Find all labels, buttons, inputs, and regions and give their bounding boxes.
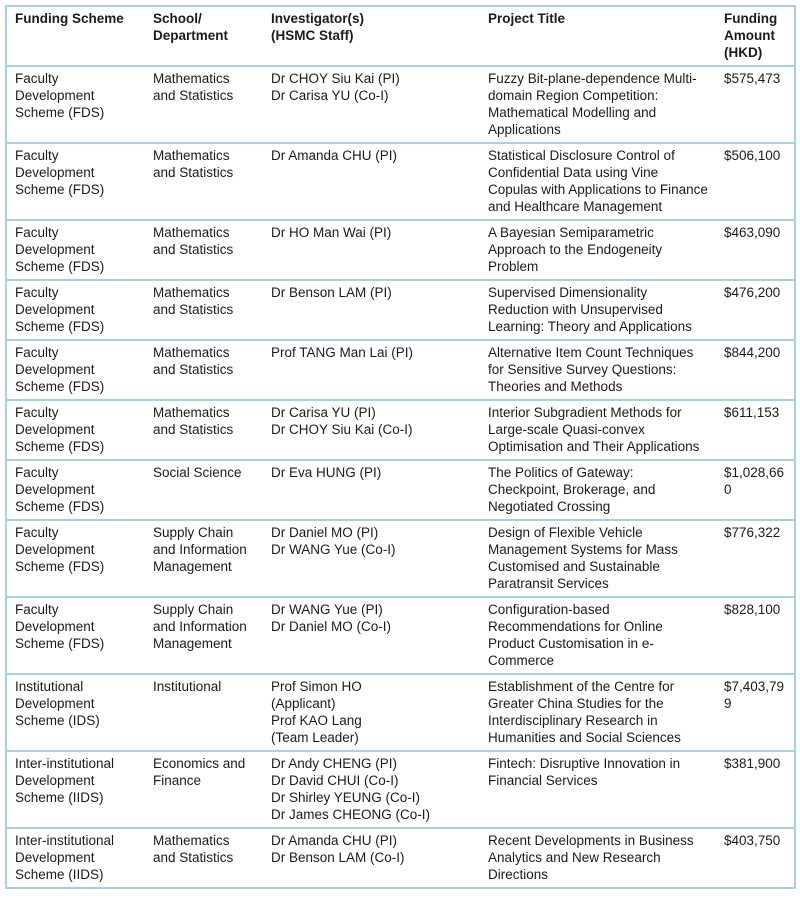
cell-project-title: Statistical Disclosure Control of Confid… [480, 142, 716, 221]
cell-school-department: Mathematics and Statistics [145, 279, 263, 341]
table-row: Faculty Development Scheme (FDS) Mathemat… [6, 339, 795, 401]
column-header-funding-scheme: Funding Scheme [6, 5, 145, 67]
cell-funding-amount: $611,153 [716, 399, 795, 461]
cell-project-title: Interior Subgradient Methods for Large-s… [480, 399, 716, 461]
document-page: Funding Scheme School/ Department Investig… [5, 5, 796, 889]
cell-funding-scheme: Inter-institutional Development Scheme (… [6, 750, 145, 829]
cell-funding-amount: $463,090 [716, 219, 795, 281]
cell-funding-amount: $7,403,799 [716, 673, 795, 752]
cell-project-title: Design of Flexible Vehicle Management Sy… [480, 519, 716, 598]
cell-project-title: Fuzzy Bit-plane-dependence Multi-domain … [480, 65, 716, 144]
cell-project-title: A Bayesian Semiparametric Approach to th… [480, 219, 716, 281]
cell-funding-amount: $381,900 [716, 750, 795, 829]
cell-investigators: Dr Eva HUNG (PI) [263, 459, 480, 521]
table-row: Inter-institutional Development Scheme (… [6, 827, 795, 889]
table-row: Faculty Development Scheme (FDS) Supply C… [6, 519, 795, 598]
cell-investigators: Prof Simon HO (Applicant) Prof KAO Lang … [263, 673, 480, 752]
table-row: Faculty Development Scheme (FDS) Mathemat… [6, 219, 795, 281]
cell-school-department: Mathematics and Statistics [145, 219, 263, 281]
cell-funding-scheme: Faculty Development Scheme (FDS) [6, 399, 145, 461]
cell-project-title: Configuration-based Recommendations for … [480, 596, 716, 675]
table-row: Inter-institutional Development Scheme (… [6, 750, 795, 829]
cell-investigators: Dr Benson LAM (PI) [263, 279, 480, 341]
cell-funding-amount: $506,100 [716, 142, 795, 221]
cell-school-department: Mathematics and Statistics [145, 339, 263, 401]
cell-funding-scheme: Faculty Development Scheme (FDS) [6, 142, 145, 221]
cell-funding-scheme: Faculty Development Scheme (FDS) [6, 519, 145, 598]
cell-funding-scheme: Faculty Development Scheme (FDS) [6, 279, 145, 341]
cell-investigators: Dr CHOY Siu Kai (PI) Dr Carisa YU (Co-I) [263, 65, 480, 144]
cell-investigators: Dr Amanda CHU (PI) Dr Benson LAM (Co-I) [263, 827, 480, 889]
cell-school-department: Mathematics and Statistics [145, 399, 263, 461]
cell-investigators: Prof TANG Man Lai (PI) [263, 339, 480, 401]
table-row: Faculty Development Scheme (FDS) Mathemat… [6, 142, 795, 221]
cell-investigators: Dr HO Man Wai (PI) [263, 219, 480, 281]
cell-funding-amount: $844,200 [716, 339, 795, 401]
cell-funding-scheme: Faculty Development Scheme (FDS) [6, 459, 145, 521]
cell-funding-scheme: Faculty Development Scheme (FDS) [6, 339, 145, 401]
cell-school-department: Social Science [145, 459, 263, 521]
cell-project-title: Alternative Item Count Techniques for Se… [480, 339, 716, 401]
column-header-school-department: School/ Department [145, 5, 263, 67]
cell-funding-amount: $828,100 [716, 596, 795, 675]
cell-school-department: Mathematics and Statistics [145, 827, 263, 889]
cell-school-department: Supply Chain and Information Management [145, 596, 263, 675]
cell-project-title: Establishment of the Centre for Greater … [480, 673, 716, 752]
cell-funding-scheme: Faculty Development Scheme (FDS) [6, 219, 145, 281]
column-header-project-title: Project Title [480, 5, 716, 67]
cell-funding-amount: $776,322 [716, 519, 795, 598]
cell-funding-scheme: Institutional Development Scheme (IDS) [6, 673, 145, 752]
table-row: Faculty Development Scheme (FDS) Mathemat… [6, 279, 795, 341]
cell-school-department: Mathematics and Statistics [145, 142, 263, 221]
table-row: Faculty Development Scheme (FDS) Mathemat… [6, 399, 795, 461]
table-row: Faculty Development Scheme (FDS) Social S… [6, 459, 795, 521]
cell-school-department: Economics and Finance [145, 750, 263, 829]
cell-investigators: Dr Andy CHENG (PI) Dr David CHUI (Co-I) … [263, 750, 480, 829]
table-row: Faculty Development Scheme (FDS) Supply C… [6, 596, 795, 675]
cell-investigators: Dr Carisa YU (PI) Dr CHOY Siu Kai (Co-I) [263, 399, 480, 461]
cell-investigators: Dr WANG Yue (PI) Dr Daniel MO (Co-I) [263, 596, 480, 675]
cell-funding-scheme: Faculty Development Scheme (FDS) [6, 596, 145, 675]
funding-projects-table: Funding Scheme School/ Department Investig… [5, 5, 796, 889]
header-row: Funding Scheme School/ Department Investig… [6, 5, 795, 67]
cell-funding-amount: $403,750 [716, 827, 795, 889]
column-header-funding-amount: Funding Amount (HKD) [716, 5, 795, 67]
table-body: Faculty Development Scheme (FDS) Mathemat… [6, 65, 795, 889]
cell-funding-amount: $476,200 [716, 279, 795, 341]
table-header: Funding Scheme School/ Department Investig… [6, 5, 795, 67]
cell-funding-scheme: Inter-institutional Development Scheme (… [6, 827, 145, 889]
cell-school-department: Institutional [145, 673, 263, 752]
cell-investigators: Dr Amanda CHU (PI) [263, 142, 480, 221]
cell-project-title: Fintech: Disruptive Innovation in Financ… [480, 750, 716, 829]
column-header-investigators: Investigator(s) (HSMC Staff) [263, 5, 480, 67]
cell-project-title: Supervised Dimensionality Reduction with… [480, 279, 716, 341]
cell-funding-amount: $575,473 [716, 65, 795, 144]
cell-investigators: Dr Daniel MO (PI) Dr WANG Yue (Co-I) [263, 519, 480, 598]
cell-school-department: Supply Chain and Information Management [145, 519, 263, 598]
cell-project-title: The Politics of Gateway: Checkpoint, Bro… [480, 459, 716, 521]
cell-funding-amount: $1,028,660 [716, 459, 795, 521]
table-row: Faculty Development Scheme (FDS) Mathemat… [6, 65, 795, 144]
cell-project-title: Recent Developments in Business Analytic… [480, 827, 716, 889]
cell-school-department: Mathematics and Statistics [145, 65, 263, 144]
cell-funding-scheme: Faculty Development Scheme (FDS) [6, 65, 145, 144]
table-row: Institutional Development Scheme (IDS) In… [6, 673, 795, 752]
